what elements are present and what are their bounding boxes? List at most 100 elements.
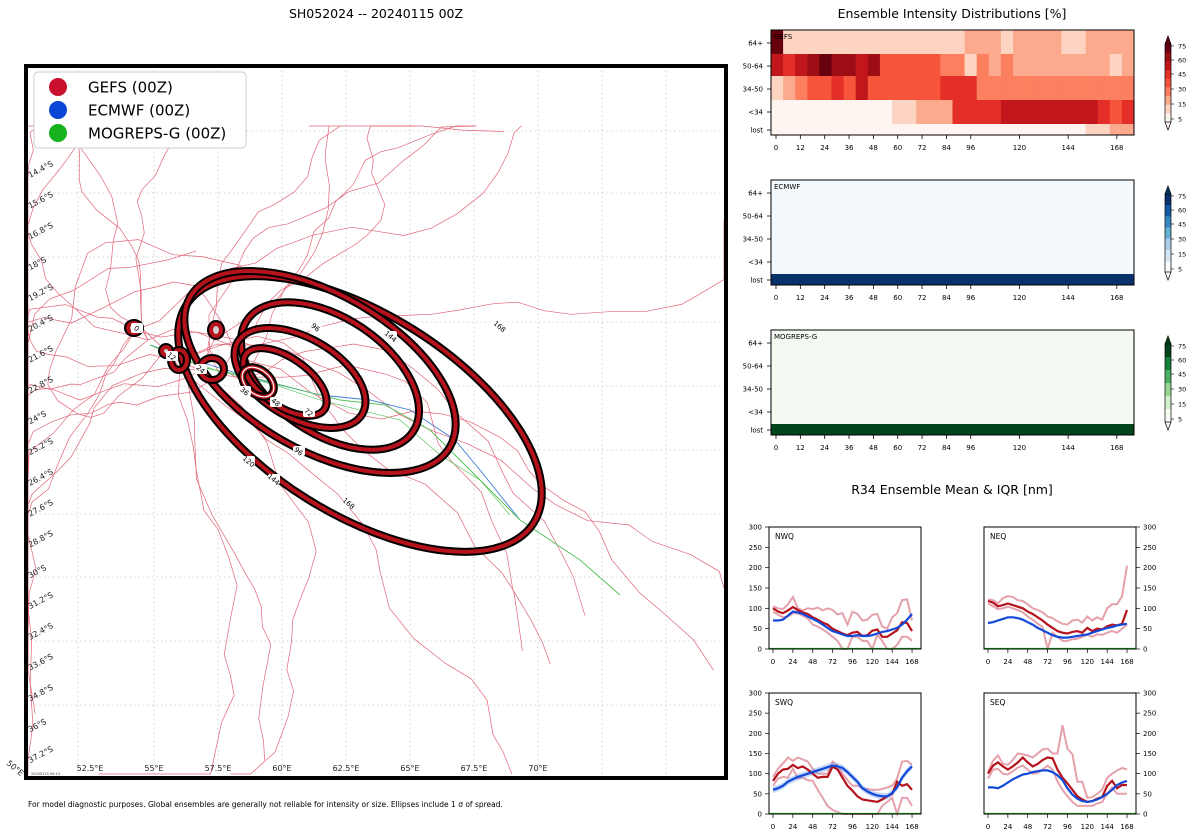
heatmap-cell <box>988 76 1002 100</box>
heatmap-cell <box>916 376 929 400</box>
heatmap-cell <box>1061 274 1074 285</box>
r34-ytick-label: 250 <box>1143 710 1156 718</box>
heatmap-cell <box>1097 376 1111 400</box>
r34-xtick-label: 168 <box>905 658 918 666</box>
ellipse-label-bg <box>293 446 305 456</box>
heatmap-cell <box>831 76 844 100</box>
heatmap-cell <box>855 424 869 435</box>
r34-ytick-label: 250 <box>1143 544 1156 552</box>
heatmap-gefs: GEFS 64+ 50-64 34-50 <34 lost 0 12 24 36 48 60 72 84 9… <box>743 29 1186 152</box>
heatmap-cell <box>928 54 941 76</box>
heatmap-cell <box>940 424 953 435</box>
heatmap-cell <box>1025 180 1038 204</box>
heatmap-cell <box>831 330 844 354</box>
colorbar-arrow-bottom <box>1164 421 1172 431</box>
heatmap-xtick-label: 84 <box>942 144 951 152</box>
heatmap-row-label: 34-50 <box>743 386 763 394</box>
r34-bg <box>984 693 1136 814</box>
heatmap-xtick-label: 144 <box>1061 294 1075 302</box>
heatmap-cell <box>976 250 990 274</box>
heatmap-cell <box>1109 274 1123 285</box>
heatmap-cell <box>1037 250 1050 274</box>
heatmap-cell <box>1061 250 1074 274</box>
legend-marker-mogreps <box>49 124 67 142</box>
colorbar-segment <box>1165 205 1171 217</box>
colorbar-segment <box>1165 113 1171 123</box>
colorbar-arrow-top <box>1164 35 1172 45</box>
heatmap-cell <box>1097 424 1111 435</box>
heatmap-cell <box>988 30 1002 54</box>
heatmap-cell <box>879 100 893 124</box>
heatmap-cell <box>831 354 844 376</box>
heatmap-cell <box>1049 354 1062 376</box>
heatmap-cell <box>843 180 857 204</box>
heatmap-cell <box>1109 204 1123 226</box>
heatmap-cell <box>807 180 820 204</box>
heatmap-cell <box>1085 250 1099 274</box>
ellipse-label-bg <box>270 397 282 407</box>
gefs-iqr-upper <box>987 725 1128 800</box>
lon-label: 55°E <box>144 764 163 773</box>
ellipse-label-bg <box>243 456 255 466</box>
heatmap-cell <box>807 274 820 285</box>
gefs-track <box>179 359 272 761</box>
gefs-track <box>164 349 513 775</box>
heatmap-cell <box>795 180 808 204</box>
colorbar-tick-label: 15 <box>1178 251 1186 259</box>
heatmap-cell <box>1121 76 1135 100</box>
heatmap-cell <box>819 376 832 400</box>
ecmwf-mean-line <box>987 616 1128 639</box>
heatmap-cell <box>1097 124 1111 135</box>
heatmap-cell <box>855 400 869 424</box>
r34-ytick-label: 200 <box>1143 730 1156 738</box>
heatmap-xtick-label: 0 <box>774 144 778 152</box>
heatmap-cell <box>952 400 965 424</box>
heatmap-cell <box>867 30 881 54</box>
colorbar-frame <box>1164 193 1172 273</box>
heatmap-cell <box>867 400 881 424</box>
heatmap-cell <box>1109 124 1123 135</box>
heatmap-xtick-label: 48 <box>869 444 878 452</box>
heatmap-cell <box>1109 330 1123 354</box>
heatmap-cell <box>1049 100 1062 124</box>
heatmap-cell <box>976 204 990 226</box>
heatmap-xtick-label: 24 <box>820 294 829 302</box>
heatmap-cell <box>879 76 893 100</box>
heatmap-cell <box>807 30 820 54</box>
heatmap-cell <box>879 330 893 354</box>
heatmap-cell <box>916 76 929 100</box>
colorbar-tick-label: 75 <box>1178 193 1186 201</box>
heatmap-cell <box>831 274 844 285</box>
heatmap-cell <box>1061 226 1074 250</box>
heatmap-cell <box>916 354 929 376</box>
heatmap-xtick-label: 84 <box>942 444 951 452</box>
heatmap-cell <box>916 424 929 435</box>
heatmap-cell <box>1085 330 1099 354</box>
r34-ytick-label: 100 <box>749 605 762 613</box>
gefs-track <box>179 335 523 651</box>
heatmap-row-label: lost <box>750 127 763 135</box>
heatmap-xtick-label: 144 <box>1061 444 1075 452</box>
heatmap-cell <box>879 274 893 285</box>
r34-xtick-label: 72 <box>1043 658 1052 666</box>
heatmap-cell <box>916 204 929 226</box>
heatmap-cell <box>1061 54 1074 76</box>
heatmap-cell <box>904 100 917 124</box>
gefs-iqr-upper <box>987 565 1128 626</box>
r34-xtick-label: 0 <box>986 658 990 666</box>
heatmap-cell <box>1061 424 1074 435</box>
colorbar-segment <box>1165 238 1171 251</box>
heatmap-cell <box>964 330 978 354</box>
r34-panel-label: SWQ <box>775 698 793 707</box>
heatmap-cell <box>1109 376 1123 400</box>
heatmap-cell <box>988 424 1002 435</box>
heatmap-cell <box>831 124 844 135</box>
heatmap-cell <box>988 330 1002 354</box>
colorbar-segment <box>1165 409 1171 423</box>
colorbar-tick-label: 30 <box>1178 86 1186 94</box>
heatmap-cell <box>1000 76 1014 100</box>
heatmap-cell <box>952 226 965 250</box>
r34-panel-swq: SWQ 0 50 100 150 200 250 300 0 24 48 72 96 120 144 168 <box>749 690 922 831</box>
heatmap-cell <box>1000 204 1014 226</box>
heatmap-cell <box>1037 424 1050 435</box>
